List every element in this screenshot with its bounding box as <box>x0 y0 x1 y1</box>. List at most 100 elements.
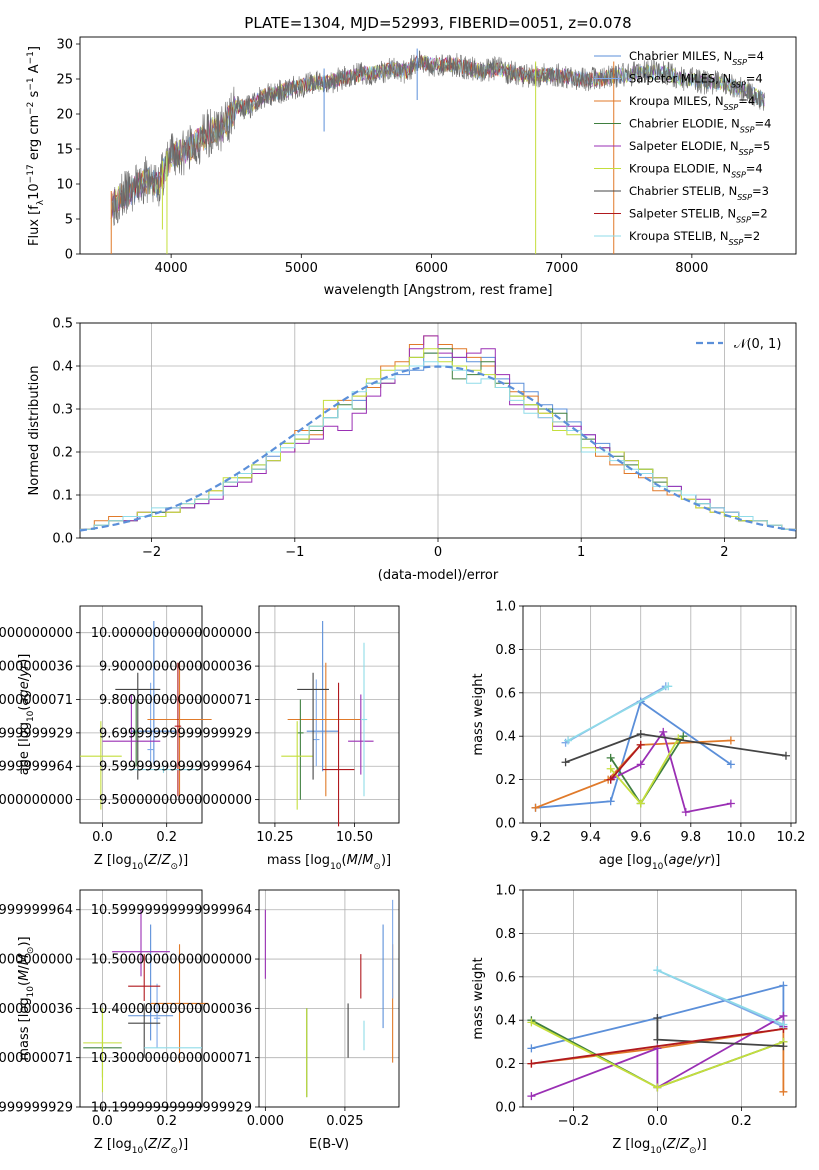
y-tick-label: 0.2 <box>495 773 516 788</box>
legend-text: Chabrier ELODIE, N <box>629 117 740 131</box>
label-part: )] <box>17 654 32 664</box>
x-tick-label: 0.2 <box>731 1114 752 1129</box>
y-tick-label: 9.50000000000000000 <box>99 793 252 808</box>
weight-marker-salpeter_stelib <box>636 740 645 749</box>
x-axis-label: Z [log10(Z/Z⊙)] <box>94 853 188 872</box>
y-axis-label: mass [log10(M/M⊙)] <box>17 936 36 1060</box>
legend-count: =2 <box>743 229 760 243</box>
label-part: ( <box>143 853 148 868</box>
y-tick-label: 10.40000000000000036 <box>91 1002 252 1017</box>
legend-entry: Kroupa STELIB, NSSP=2 <box>629 229 760 247</box>
x-tick-label: −1 <box>285 545 304 560</box>
axes-frame <box>79 889 203 1108</box>
legend-count: =4 <box>738 94 755 108</box>
weight-marker-kroupa_miles <box>531 803 540 812</box>
x-tick-label: 9.4 <box>580 830 601 845</box>
weight-line-kroupa_stelib <box>657 969 784 1026</box>
label-part: age <box>17 681 32 705</box>
legend-entry: Chabrier STELIB, NSSP=3 <box>629 184 769 202</box>
label-part: mass [log <box>17 997 32 1060</box>
legend-subscript: SSP <box>731 80 746 89</box>
y-tick-label: 0.8 <box>495 927 516 942</box>
label-part: ⊙ <box>373 862 381 872</box>
y-tick-label: 0.3 <box>52 403 73 418</box>
label-part: erg cm <box>27 115 42 164</box>
legend-subscript: SSP <box>729 238 744 247</box>
x-tick-label: 0 <box>434 545 442 560</box>
legend-subscript: SSP <box>724 103 739 112</box>
axes-frame <box>79 322 797 539</box>
label-part: 10 <box>652 862 664 872</box>
x-tick-label: 2 <box>720 545 728 560</box>
label-part: / <box>693 853 698 868</box>
label-part: ⊙ <box>170 1146 178 1156</box>
observed-spectrum <box>110 50 765 230</box>
weight-line-salpeter_stelib <box>531 1028 784 1065</box>
x-tick-label: 1 <box>577 545 585 560</box>
y-tick-label: 10.59999999999999964 <box>91 903 252 918</box>
legend-text: Kroupa MILES, N <box>629 94 724 108</box>
label-part: 10 <box>132 862 144 872</box>
x-tick-label: 10.50 <box>336 830 373 845</box>
weight-marker-chabrier_stelib <box>636 730 645 739</box>
legend-text: Chabrier MILES, N <box>629 49 732 63</box>
label-part: yr <box>17 662 32 678</box>
y-tick-label: 0.4 <box>52 360 73 375</box>
label-part: M <box>362 853 373 868</box>
weight-marker-chabrier_elodie <box>606 753 615 762</box>
legend-text: Salpeter ELODIE, N <box>629 139 739 153</box>
x-tick-label: 10.0 <box>726 830 755 845</box>
label-part: ( <box>17 981 32 986</box>
x-tick-label: −2 <box>142 545 161 560</box>
y-tick-label: 10.30000000000000071 <box>91 1051 252 1066</box>
legend-count: =4 <box>746 162 763 176</box>
label-part: ( <box>17 706 32 711</box>
legend-entry: Salpeter MILES, NSSP=4 <box>629 72 763 90</box>
y-tick-label: 9.59999999999999964 <box>99 760 252 775</box>
y-tick-label: 0.6 <box>495 686 516 701</box>
label-part: −2 <box>26 102 36 115</box>
label-part: ( <box>663 853 668 868</box>
label-part: / <box>676 1137 681 1152</box>
x-tick-label: 0.2 <box>156 830 177 845</box>
y-axis-label: mass weight <box>471 957 486 1039</box>
label-part: yr <box>696 853 712 868</box>
axes-frame <box>522 605 797 824</box>
weight-line-kroupa_miles <box>531 1027 785 1092</box>
label-part: / <box>17 676 32 681</box>
legend-text: Kroupa ELODIE, N <box>629 162 731 176</box>
weight-marker-kroupa_stelib <box>564 736 573 745</box>
x-axis-label: age [log10(age/yr)] <box>599 853 721 872</box>
weight-line-kroupa_stelib <box>567 685 669 742</box>
y-axis-label: mass weight <box>471 673 486 755</box>
legend-count: =4 <box>746 72 763 86</box>
label-part: M <box>347 853 358 868</box>
label-part: / <box>358 853 363 868</box>
y-tick-label: 9.59999999999999964 <box>0 760 73 775</box>
weight-marker-chabrier_miles <box>606 797 615 806</box>
y-tick-label: 9.80000000000000071 <box>99 693 252 708</box>
label-part: Z [log <box>612 1137 650 1152</box>
legend-text: Salpeter STELIB, N <box>629 207 736 221</box>
legend-gaussian-label: 𝒩(0, 1) <box>734 337 781 352</box>
y-tick-label: 10.19999999999999929 <box>91 1101 252 1116</box>
label-part: 10 <box>330 862 342 872</box>
label-part: 10 <box>132 1146 144 1156</box>
label-part: age [log <box>17 722 32 775</box>
label-part: Z [log <box>94 1137 132 1152</box>
weight-marker-salpeter_elodie <box>681 808 690 817</box>
label-part: / <box>157 853 162 868</box>
label-part: Z <box>147 1137 158 1152</box>
y-axis-label: Flux [fλ10−17 erg cm−2 s−1 A−1] <box>26 46 46 246</box>
label-part: 10 <box>26 986 36 998</box>
y-tick-label: 9.90000000000000036 <box>0 660 73 675</box>
weight-marker-chabrier_stelib <box>653 1014 662 1023</box>
label-part: 10 <box>26 710 36 722</box>
weight-marker-kroupa_stelib <box>779 1020 788 1029</box>
y-tick-label: 10.19999999999999929 <box>0 1101 73 1116</box>
y-tick-label: 25 <box>56 73 73 88</box>
label-part: ⊙ <box>689 1146 697 1156</box>
legend-subscript: SSP <box>731 170 746 179</box>
y-tick-label: 9.90000000000000036 <box>99 660 252 675</box>
label-part: Z <box>147 853 158 868</box>
